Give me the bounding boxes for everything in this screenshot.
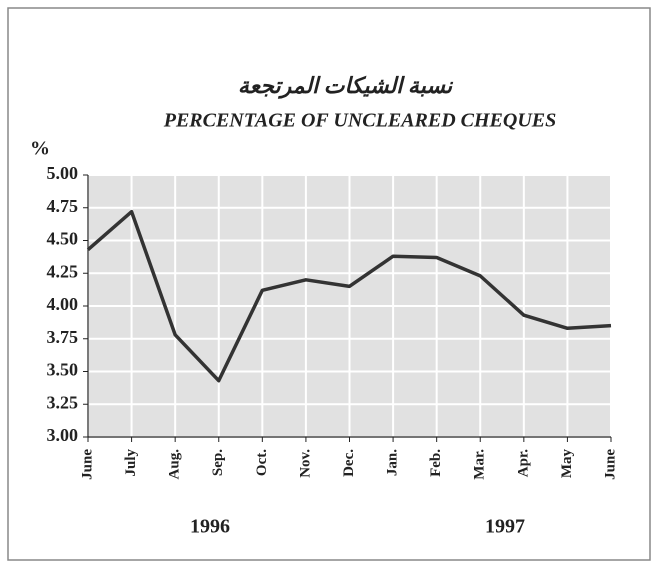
x-tick-label: Sep.	[210, 449, 226, 476]
x-tick-label: Nov.	[297, 449, 313, 478]
x-tick-label: Oct.	[254, 449, 270, 476]
x-tick-label: Jan.	[385, 449, 401, 476]
x-tick-label: June	[79, 449, 95, 480]
y-tick-label: 3.75	[47, 327, 79, 347]
x-tick-label: Aug.	[167, 449, 183, 480]
year-label: 1997	[485, 516, 525, 538]
y-tick-label: 4.00	[47, 294, 79, 314]
y-tick-label: 4.75	[47, 196, 79, 216]
x-tick-label: May	[559, 449, 575, 479]
y-axis-label: %	[30, 138, 50, 160]
x-tick-label: Apr.	[515, 449, 531, 477]
x-tick-label: June	[602, 449, 618, 480]
y-tick-label: 4.25	[47, 261, 79, 281]
y-tick-label: 4.50	[47, 229, 79, 249]
x-tick-label: Dec.	[341, 449, 357, 477]
y-tick-label: 5.00	[47, 163, 79, 183]
x-tick-label: Feb.	[428, 449, 444, 477]
y-tick-label: 3.50	[47, 360, 79, 380]
frame	[7, 7, 651, 561]
y-tick-label: 3.00	[47, 425, 79, 445]
y-tick-label: 3.25	[47, 392, 79, 412]
x-tick-label: July	[123, 449, 139, 477]
chart-title: نسبة الشيكات المرتجعة	[238, 73, 454, 99]
year-label: 1996	[190, 516, 230, 538]
data-line	[86, 209, 612, 383]
chart-subtitle: PERCENTAGE OF UNCLEARED CHEQUES	[163, 110, 557, 132]
x-tick-label: Mar.	[472, 449, 488, 480]
